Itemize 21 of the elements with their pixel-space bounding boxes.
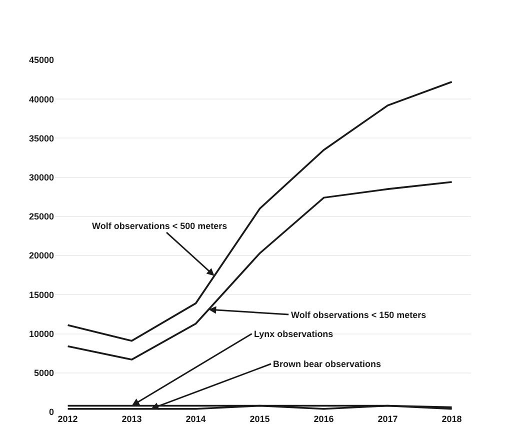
y-tick-label: 35000 xyxy=(28,133,54,144)
annotation: Wolf observations < 150 meters xyxy=(291,310,426,320)
x-tick-label: 2013 xyxy=(122,414,142,424)
y-tick-label: 10000 xyxy=(28,328,54,339)
x-tick-label: 2015 xyxy=(250,414,270,424)
y-tick-label: 30000 xyxy=(28,172,54,182)
y-tick-label: 45000 xyxy=(28,55,54,66)
y-tick-label: 0 xyxy=(48,407,54,418)
annotation: Brown bear observations xyxy=(273,359,382,369)
x-tick-label: 2012 xyxy=(58,414,78,424)
x-tick-label: 2017 xyxy=(378,414,398,424)
y-tick-label: 5000 xyxy=(34,368,54,378)
y-tick-label: 25000 xyxy=(28,212,54,222)
y-tick-label: 15000 xyxy=(28,290,54,300)
annotation: Wolf observations < 500 meters xyxy=(92,221,228,231)
annotation: Lynx observations xyxy=(254,329,334,339)
y-tick-label: 40000 xyxy=(28,94,54,104)
x-tick-label: 2016 xyxy=(314,414,334,424)
x-tick-label: 2014 xyxy=(186,414,206,424)
y-tick-label: 20000 xyxy=(28,250,54,261)
x-tick-label: 2018 xyxy=(442,414,462,424)
